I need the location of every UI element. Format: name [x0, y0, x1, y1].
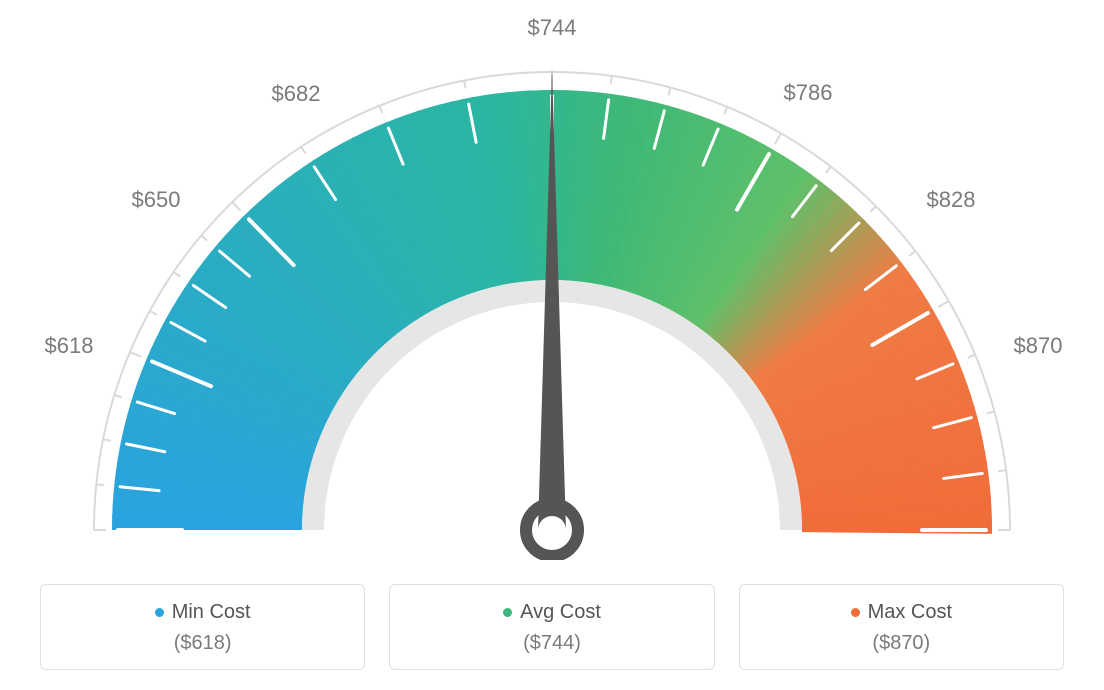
tick-label: $828: [927, 187, 976, 213]
legend-box-avg: Avg Cost ($744): [389, 584, 714, 670]
legend-dot-min-icon: [155, 608, 164, 617]
legend-avg-value: ($744): [402, 632, 701, 655]
legend-min-value: ($618): [53, 632, 352, 655]
tick-label: $870: [1014, 333, 1063, 359]
legend-max-label: Max Cost: [868, 601, 952, 624]
legend-box-max: Max Cost ($870): [739, 584, 1064, 670]
gauge-chart-container: $618 $650 $682 $744 $786 $828 $870 Min Cost ($…: [0, 0, 1104, 690]
tick-label: $618: [45, 333, 94, 359]
legend-title-avg: Avg Cost: [402, 601, 701, 624]
tick-label: $682: [272, 81, 321, 107]
legend-box-min: Min Cost ($618): [40, 584, 365, 670]
legend-avg-label: Avg Cost: [520, 601, 601, 624]
tick-label: $744: [528, 15, 577, 41]
legend-dot-avg-icon: [503, 608, 512, 617]
tick-label: $786: [784, 80, 833, 106]
legend-title-min: Min Cost: [53, 601, 352, 624]
tick-label: $650: [132, 187, 181, 213]
legend-title-max: Max Cost: [752, 601, 1051, 624]
legend-dot-max-icon: [851, 608, 860, 617]
legend-row: Min Cost ($618) Avg Cost ($744) Max Cost…: [40, 584, 1064, 670]
gauge-area: $618 $650 $682 $744 $786 $828 $870: [0, 0, 1104, 560]
legend-max-value: ($870): [752, 632, 1051, 655]
legend-min-label: Min Cost: [172, 601, 251, 624]
gauge-svg: [0, 0, 1104, 560]
